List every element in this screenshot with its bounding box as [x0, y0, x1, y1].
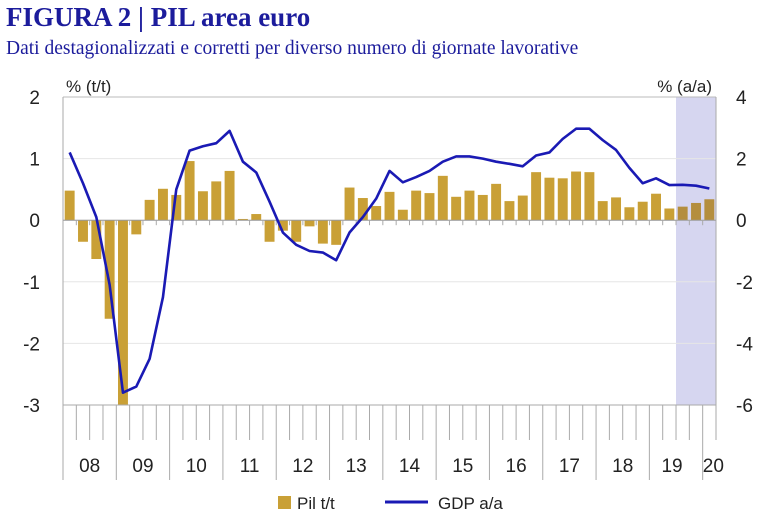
- bar: [131, 220, 142, 235]
- bar: [637, 201, 648, 221]
- bar: [597, 201, 608, 221]
- bar: [531, 172, 542, 221]
- left-tick-label: 1: [29, 150, 40, 171]
- bar: [291, 220, 302, 242]
- line-series-gdp: [68, 127, 710, 394]
- bar: [571, 171, 582, 221]
- bar: [251, 214, 262, 221]
- bar: [664, 208, 675, 221]
- x-tick-label: 14: [399, 456, 421, 477]
- bar: [118, 220, 128, 405]
- bar: [371, 206, 382, 221]
- bar: [411, 190, 422, 221]
- bar: [451, 196, 462, 221]
- left-axis-label: % (t/t): [66, 77, 111, 96]
- right-tick-label: 4: [736, 88, 747, 109]
- bar: [544, 177, 555, 221]
- x-tick-label: 10: [186, 456, 207, 477]
- grid: [63, 96, 716, 406]
- bar: [197, 191, 208, 221]
- bar: [104, 220, 115, 319]
- left-tick-label: 2: [29, 88, 40, 109]
- bar: [464, 190, 475, 221]
- forecast-shade-rect: [676, 97, 716, 405]
- bar: [211, 181, 222, 221]
- bar: [424, 193, 435, 221]
- bar: [184, 161, 195, 221]
- gdp-line: [68, 127, 710, 394]
- bar: [344, 187, 355, 221]
- bar: [651, 193, 661, 221]
- x-tick-label: 13: [346, 456, 367, 477]
- bar: [91, 220, 102, 260]
- right-tick-label: -4: [736, 334, 753, 355]
- bar: [277, 220, 288, 231]
- bar: [557, 178, 568, 221]
- left-tick-label: -2: [23, 334, 40, 355]
- right-axis-label: % (a/a): [657, 77, 712, 96]
- bar: [304, 220, 315, 227]
- bar: [491, 183, 502, 221]
- left-tick-label: 0: [29, 211, 40, 232]
- x-tick-label: 09: [132, 456, 153, 477]
- x-tick-label: 18: [612, 456, 633, 477]
- bar: [691, 202, 701, 221]
- bar: [517, 195, 528, 221]
- x-tick-label: 15: [452, 456, 473, 477]
- x-tick-label: 12: [292, 456, 313, 477]
- bar: [504, 201, 515, 221]
- legend: Pil t/t GDP a/a: [278, 494, 503, 513]
- bar: [357, 198, 368, 221]
- bar: [317, 220, 328, 244]
- bar: [171, 194, 182, 221]
- bar: [384, 191, 395, 221]
- bar: [144, 199, 155, 221]
- bar: [78, 220, 88, 242]
- bar: [704, 199, 715, 221]
- bar: [64, 190, 75, 221]
- right-tick-label: 2: [736, 150, 747, 171]
- x-tick-label: 16: [506, 456, 527, 477]
- bar: [224, 170, 235, 221]
- bar: [331, 220, 342, 245]
- bar: [397, 209, 408, 221]
- bar: [237, 218, 248, 221]
- bar: [477, 194, 488, 221]
- chart-title: FIGURA 2 | PIL area euro: [6, 2, 311, 32]
- right-tick-label: -2: [736, 273, 753, 294]
- left-tick-label: -3: [23, 396, 40, 417]
- x-tick-label: 20: [703, 456, 724, 477]
- x-tick-label: 08: [79, 456, 100, 477]
- bar: [624, 207, 635, 221]
- bar: [157, 188, 168, 221]
- bar: [611, 197, 622, 221]
- x-tick-label: 11: [240, 456, 260, 477]
- right-tick-label: 0: [736, 211, 747, 232]
- chart-subtitle: Dati destagionalizzati e corretti per di…: [6, 38, 579, 59]
- x-tick-label: 19: [661, 456, 682, 477]
- legend-label-gdp: GDP a/a: [438, 494, 503, 513]
- bar-series-pil: [64, 161, 715, 405]
- forecast-shade: [676, 97, 716, 405]
- bar: [584, 172, 595, 221]
- x-tick-label: 17: [559, 456, 580, 477]
- left-tick-label: -1: [23, 273, 40, 294]
- legend-label-pil: Pil t/t: [297, 494, 335, 513]
- bar: [677, 206, 688, 221]
- bar: [437, 175, 448, 221]
- legend-swatch-pil: [278, 496, 291, 509]
- right-tick-label: -6: [736, 396, 753, 417]
- bar: [264, 220, 275, 242]
